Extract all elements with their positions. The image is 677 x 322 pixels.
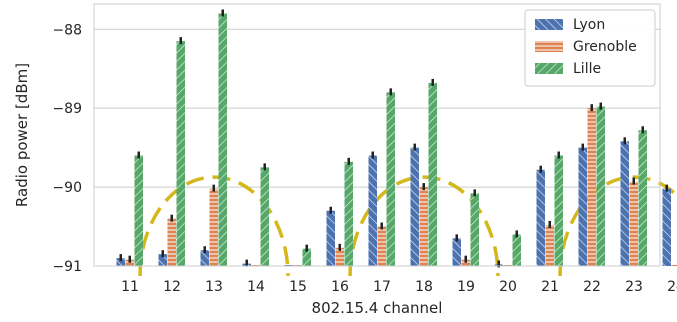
- x-tick-label: 21: [541, 279, 559, 295]
- x-tick-label: 23: [625, 279, 643, 295]
- y-tick-label: −88: [52, 22, 82, 38]
- bar-hatch: [302, 248, 311, 266]
- x-tick-label: 19: [457, 279, 475, 295]
- y-axis-label: Radio power [dBm]: [13, 63, 31, 207]
- x-tick-label: 15: [289, 279, 307, 295]
- x-tick-label: 11: [121, 279, 139, 295]
- legend-swatch-hatch: [535, 19, 563, 30]
- x-tick-label: 14: [247, 279, 265, 295]
- bar-hatch: [461, 259, 470, 266]
- legend-label: Lille: [573, 61, 601, 77]
- x-axis-label: 802.15.4 channel: [312, 299, 443, 317]
- bar-hatch: [326, 210, 335, 266]
- y-tick-labels: −91 −90 −89 −88: [52, 22, 82, 275]
- bar-hatch: [470, 193, 479, 266]
- bar-hatch: [335, 247, 344, 266]
- legend-label: Grenoble: [573, 39, 637, 55]
- bar-hatch: [377, 226, 386, 266]
- bar-hatch: [428, 82, 437, 266]
- bar-hatch: [596, 106, 605, 266]
- bar-hatch: [620, 141, 629, 266]
- y-tick-label: −91: [52, 259, 82, 275]
- coverage-arc: [348, 175, 500, 277]
- plot-frame: [93, 3, 661, 267]
- coverage-arc: [558, 175, 677, 277]
- bar-hatch: [536, 169, 545, 266]
- bar-hatch: [452, 238, 461, 266]
- bar-hatch: [638, 130, 647, 266]
- bar-hatch: [125, 259, 134, 266]
- bar-hatch: [662, 188, 671, 266]
- legend-swatch-hatch: [535, 41, 563, 52]
- bar-hatch: [545, 224, 554, 266]
- bars: [116, 9, 677, 268]
- x-tick-label: 16: [331, 279, 349, 295]
- bar-hatch: [158, 254, 167, 266]
- x-tick-label: 17: [373, 279, 391, 295]
- bar-hatch: [386, 92, 395, 266]
- x-tick-label: 24: [667, 279, 677, 295]
- legend-swatch-hatch: [535, 63, 563, 74]
- bar-hatch: [419, 187, 428, 266]
- bar-hatch: [578, 147, 587, 266]
- bar-hatch: [554, 155, 563, 266]
- bar-hatch: [167, 218, 176, 266]
- x-tick-label: 22: [583, 279, 601, 295]
- bar-hatch: [410, 147, 419, 266]
- legend-label: Lyon: [573, 17, 605, 33]
- coverage-arc: [138, 175, 290, 277]
- arc-annotations: [138, 175, 677, 277]
- bar-hatch: [512, 234, 521, 266]
- legend: Lyon Grenoble Lille: [524, 9, 656, 87]
- y-tick-label: −90: [52, 180, 82, 196]
- bar-hatch: [134, 155, 143, 266]
- bar-hatch: [260, 167, 269, 266]
- x-tick-label: 13: [205, 279, 223, 295]
- bar-hatch: [629, 181, 638, 266]
- bar-hatch: [218, 13, 227, 266]
- bar-hatch: [209, 188, 218, 266]
- bar-hatch: [176, 41, 185, 266]
- bar-hatch: [368, 155, 377, 266]
- bar-hatch: [587, 108, 596, 267]
- x-tick-label: 12: [163, 279, 181, 295]
- y-tick-label: −89: [52, 101, 82, 117]
- bar-hatch: [200, 250, 209, 266]
- x-tick-labels: 11121314151617181920212223242526: [121, 279, 677, 295]
- bar-hatch: [116, 258, 125, 266]
- x-tick-label: 20: [499, 279, 517, 295]
- x-tick-label: 18: [415, 279, 433, 295]
- bar-hatch: [344, 161, 353, 266]
